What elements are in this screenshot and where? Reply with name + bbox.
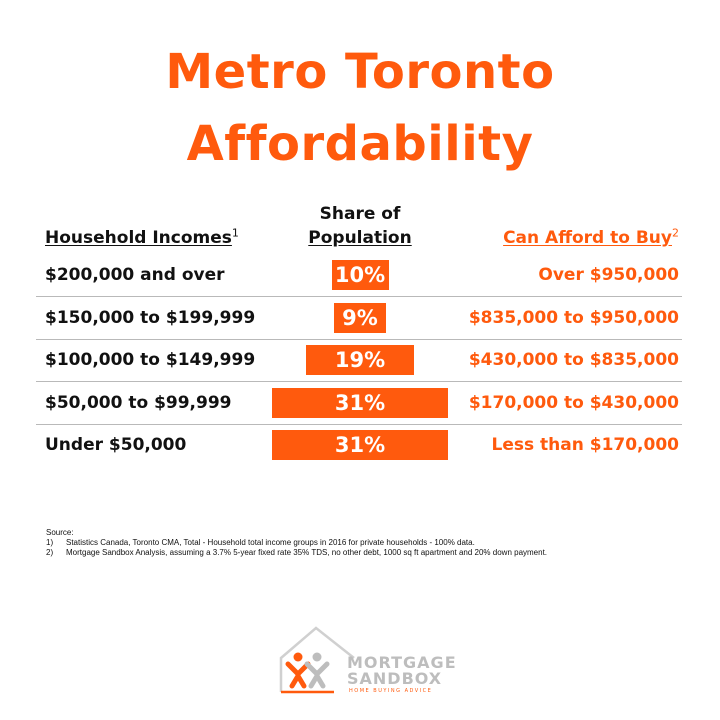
header-share-line2: Population bbox=[308, 228, 412, 248]
population-share-bar bbox=[305, 345, 415, 375]
population-share-value: 10% bbox=[334, 263, 386, 287]
income-range-label: Under $50,000 bbox=[45, 435, 187, 455]
population-share-bar bbox=[271, 430, 449, 460]
page-title-line2: Affordability bbox=[186, 116, 534, 172]
income-range-label: $50,000 to $99,999 bbox=[45, 392, 232, 413]
can-afford-value: $170,000 to $430,000 bbox=[468, 392, 679, 413]
row-divider bbox=[36, 381, 682, 382]
source-note-1-num: 1) bbox=[46, 538, 54, 547]
income-range-label: $100,000 to $149,999 bbox=[45, 350, 256, 370]
population-share-bar bbox=[334, 302, 386, 333]
logo-text-mortgage: MORTGAGE bbox=[347, 653, 457, 672]
source-note-2-num: 2) bbox=[46, 548, 54, 557]
source-note-2-text: Mortgage Sandbox Analysis, assuming a 3.… bbox=[66, 548, 548, 557]
header-afford-label: Can Afford to Buy bbox=[503, 228, 672, 248]
population-share-value: 31% bbox=[334, 390, 386, 415]
population-share-bar bbox=[331, 260, 389, 290]
can-afford-value: $835,000 to $950,000 bbox=[468, 307, 679, 328]
source-note-2: 2) Mortgage Sandbox Analysis, assuming a … bbox=[46, 548, 547, 558]
population-share-value: 19% bbox=[334, 348, 386, 372]
source-note-1: 1) Statistics Canada, Toronto CMA, Total … bbox=[46, 538, 547, 548]
header-income-label: Household Incomes bbox=[45, 228, 232, 248]
logo-text-sandbox: SANDBOX bbox=[347, 669, 443, 688]
mortgage-sandbox-logo bbox=[279, 626, 355, 694]
population-share-value: 9% bbox=[342, 305, 378, 330]
row-divider bbox=[36, 423, 682, 425]
header-share-of-population: Share of Population bbox=[290, 202, 430, 250]
header-afford-footnote: 2 bbox=[672, 226, 679, 240]
can-afford-value: Over $950,000 bbox=[538, 265, 679, 285]
header-income-footnote: 1 bbox=[231, 226, 239, 240]
income-range-label: $200,000 and over bbox=[45, 265, 225, 285]
row-divider bbox=[36, 296, 682, 297]
source-label: Source: bbox=[46, 528, 74, 537]
source-note-1-text: Statistics Canada, Toronto CMA, Total - … bbox=[66, 538, 475, 547]
can-afford-value: Less than $170,000 bbox=[491, 435, 680, 455]
row-divider bbox=[36, 338, 682, 340]
source-notes: Source: 1) Statistics Canada, Toronto CMA… bbox=[46, 528, 547, 558]
header-share-line1: Share of bbox=[319, 204, 401, 224]
logo-tagline: HOME BUYING ADVICE bbox=[349, 688, 433, 694]
page-title-line1: Metro Toronto bbox=[165, 44, 555, 100]
header-household-incomes: Household Incomes1 bbox=[45, 226, 239, 248]
income-range-label: $150,000 to $199,999 bbox=[45, 307, 256, 328]
population-share-bar bbox=[271, 387, 449, 418]
header-can-afford: Can Afford to Buy2 bbox=[503, 226, 679, 248]
can-afford-value: $430,000 to $835,000 bbox=[468, 350, 679, 370]
population-share-value: 31% bbox=[334, 433, 386, 457]
